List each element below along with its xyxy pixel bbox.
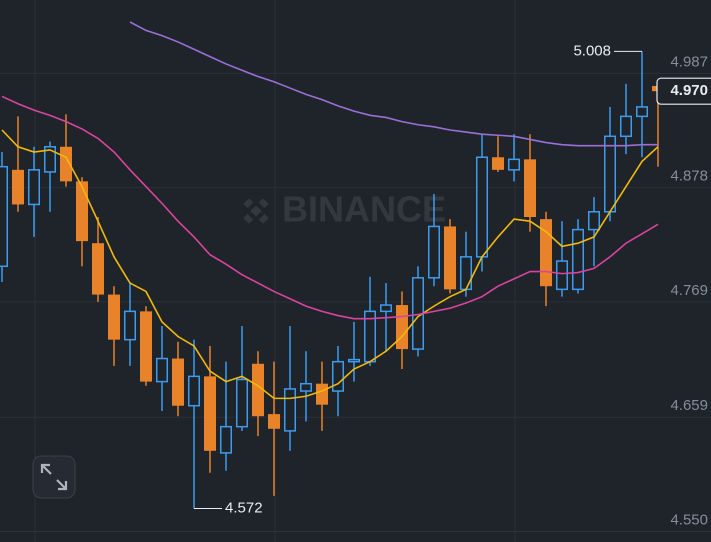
candle-body bbox=[540, 219, 552, 287]
candle-body bbox=[0, 165, 8, 268]
y-axis: 4.987 4.878 4.769 4.659 4.550 4.970 bbox=[656, 53, 711, 528]
candle-body bbox=[572, 228, 584, 291]
watermark: BINANCE bbox=[243, 189, 446, 230]
candle-body bbox=[140, 311, 152, 382]
candle-body bbox=[588, 211, 600, 231]
candle-body bbox=[556, 260, 568, 291]
candle-body bbox=[524, 159, 536, 218]
candle-body bbox=[124, 310, 136, 341]
y-tick-label: 4.987 bbox=[670, 53, 708, 70]
candle-body bbox=[284, 388, 296, 432]
y-tick-label: 4.769 bbox=[670, 282, 708, 299]
last-price-box bbox=[656, 77, 711, 105]
candle-body bbox=[92, 243, 104, 295]
moving-average-line bbox=[1, 95, 659, 320]
max-marker-label: 5.008 bbox=[573, 42, 611, 59]
candle-body bbox=[172, 358, 184, 406]
candle-body bbox=[236, 378, 248, 428]
expand-button-frame[interactable] bbox=[32, 455, 76, 499]
candle-body bbox=[396, 305, 408, 350]
candle-body bbox=[636, 106, 648, 118]
candle-body bbox=[460, 256, 472, 291]
min-marker-label: 4.572 bbox=[225, 499, 263, 516]
candle-body bbox=[348, 358, 360, 363]
y-tick-label: 4.878 bbox=[670, 168, 708, 185]
candle-body bbox=[428, 225, 440, 279]
expand-icon bbox=[40, 463, 68, 491]
moving-average-line bbox=[129, 21, 658, 147]
candle-body bbox=[444, 226, 456, 290]
plot: 5.008 4.572 bbox=[0, 21, 664, 516]
candle-body bbox=[268, 414, 280, 429]
candle-body bbox=[476, 156, 488, 258]
candle-body bbox=[620, 115, 632, 138]
candle-body bbox=[300, 382, 312, 392]
candle-body bbox=[316, 383, 328, 405]
candle-body bbox=[188, 375, 200, 407]
candle-body bbox=[76, 181, 88, 242]
y-tick-label: 4.659 bbox=[670, 397, 708, 414]
candle-body bbox=[204, 376, 216, 451]
last-price-label: 4.970 bbox=[670, 82, 708, 99]
watermark-text: BINANCE bbox=[282, 189, 446, 230]
candle-body bbox=[604, 135, 616, 213]
candle-body bbox=[508, 158, 520, 171]
candle-body bbox=[28, 169, 40, 206]
moving-average-line bbox=[1, 129, 659, 400]
candle-body bbox=[108, 294, 120, 340]
y-tick-label: 4.550 bbox=[670, 511, 708, 528]
candle-body bbox=[44, 146, 56, 173]
candle-body bbox=[220, 425, 232, 454]
candle-body bbox=[156, 357, 168, 383]
candle-body bbox=[332, 360, 344, 392]
candle-body bbox=[492, 157, 504, 170]
candle-body bbox=[380, 304, 392, 313]
candle-body bbox=[12, 169, 24, 205]
expand-button[interactable] bbox=[32, 455, 76, 499]
candle-body bbox=[252, 363, 264, 417]
